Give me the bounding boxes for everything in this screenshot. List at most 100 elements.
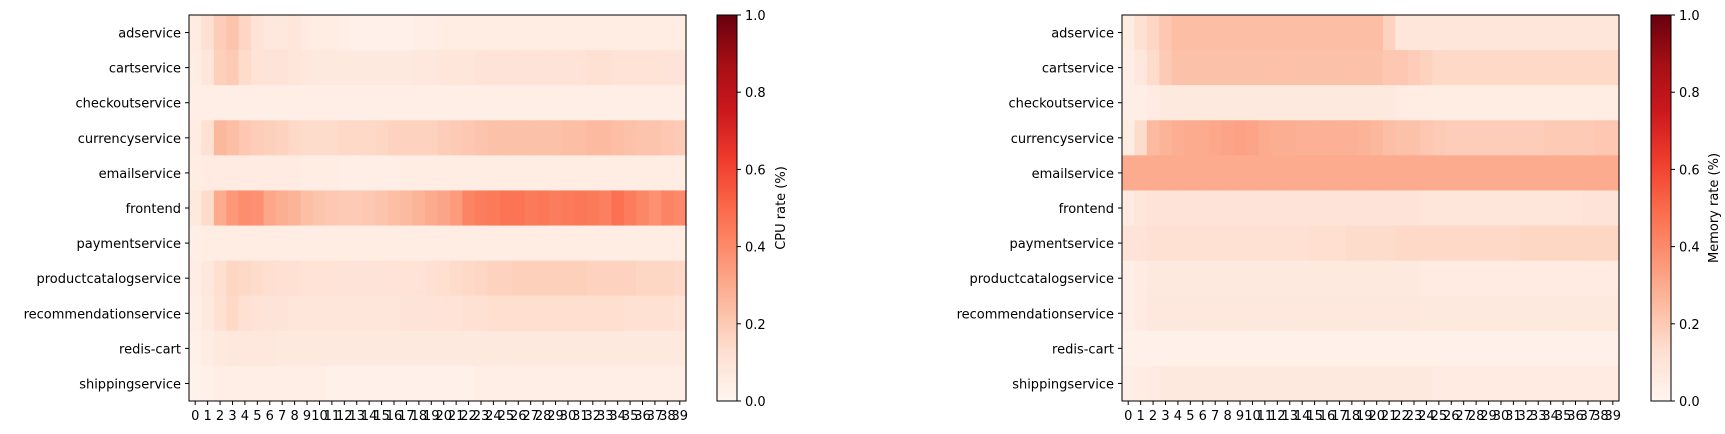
cpu-y-tick-label: shippingservice	[79, 377, 181, 392]
memory-heatmap-cell	[1308, 190, 1322, 227]
cpu-heatmap-cell	[425, 365, 439, 402]
memory-heatmap-cell	[1457, 50, 1471, 86]
memory-heatmap-cell	[1569, 50, 1583, 86]
cpu-heatmap-cell	[375, 295, 389, 332]
memory-heatmap-cell	[1221, 120, 1235, 156]
cpu-heatmap-cell	[487, 260, 501, 297]
memory-heatmap-cell	[1569, 295, 1583, 332]
memory-heatmap-cell	[1532, 225, 1546, 262]
cpu-heatmap-cell	[313, 225, 327, 262]
memory-heatmap-cell	[1308, 330, 1322, 367]
memory-heatmap-cell	[1184, 120, 1198, 156]
cpu-heatmap-cell	[362, 190, 376, 227]
cpu-y-tick-label: adservice	[118, 27, 181, 42]
cpu-heatmap-cell	[586, 120, 600, 156]
cpu-heatmap-cell	[425, 120, 439, 156]
memory-heatmap-cell	[1469, 295, 1483, 332]
cpu-heatmap-cell	[611, 85, 625, 121]
cpu-x-tick-label: 35	[622, 409, 639, 424]
memory-heatmap-cell	[1196, 120, 1210, 156]
memory-heatmap-cell	[1494, 330, 1508, 367]
memory-heatmap-cell	[1395, 365, 1409, 402]
cpu-heatmap-cell	[275, 330, 290, 367]
cpu-heatmap-cell	[300, 50, 314, 86]
cpu-heatmap-cell	[512, 15, 526, 51]
cpu-heatmap-cell	[586, 155, 600, 192]
cpu-heatmap-cell	[661, 190, 675, 227]
cpu-heatmap-cell	[400, 120, 414, 156]
memory-heatmap-cell	[1544, 15, 1558, 51]
memory-heatmap-cell	[1283, 260, 1297, 297]
memory-y-tick-label: emailservice	[1032, 167, 1114, 182]
memory-heatmap-cell	[1581, 15, 1595, 51]
memory-heatmap-cell	[1494, 260, 1508, 297]
cpu-x-tick-label: 8	[290, 409, 298, 424]
cpu-heatmap-cell	[251, 295, 265, 332]
cpu-heatmap-cell	[313, 50, 327, 86]
memory-heatmap-cell	[1569, 225, 1583, 262]
cpu-y-tick-label: emailservice	[99, 167, 181, 182]
cpu-heatmap-cell	[338, 85, 352, 121]
memory-x-tick-label: 32	[1518, 409, 1535, 424]
cpu-heatmap-cell	[251, 15, 265, 51]
cpu-heatmap-cell	[449, 190, 463, 227]
memory-y-tick-label: frontend	[1059, 202, 1114, 217]
cpu-heatmap-cell	[549, 85, 563, 121]
memory-colorbar-ticks: 0.0 0.2 0.4 0.6 0.8 1.0	[1671, 9, 1700, 410]
cpu-heatmap-cell	[636, 260, 650, 297]
cpu-heatmap-cell	[623, 330, 637, 367]
memory-heatmap-cell	[1333, 50, 1347, 86]
cpu-heatmap-cell	[561, 50, 575, 86]
memory-heatmap-cell	[1122, 15, 1136, 51]
memory-heatmap-cell	[1407, 225, 1421, 262]
cpu-heatmap-cell	[574, 155, 588, 192]
memory-x-tick-label: 3	[1161, 409, 1169, 424]
cpu-heatmap-cell	[561, 330, 575, 367]
memory-colorbar: 0.0 0.2 0.4 0.6 0.8 1.0 Memory rate (%)	[1650, 9, 1722, 410]
cpu-heatmap-cell	[275, 295, 290, 332]
cpu-heatmap-cell	[636, 15, 650, 51]
cpu-heatmap-cell	[300, 85, 314, 121]
cpu-heatmap-cell	[623, 225, 637, 262]
cpu-heatmap-cell	[338, 50, 352, 86]
cpu-heatmap-cell	[263, 190, 277, 227]
memory-x-axis: 0 1 2 3 4 5 6 7 8 9 101112131415161718192021222324…	[1124, 401, 1621, 424]
cpu-heatmap-cell	[350, 260, 364, 297]
memory-heatmap-cell	[1233, 15, 1247, 51]
memory-heatmap-cell	[1271, 225, 1285, 262]
memory-heatmap-panel: adservice cartservice checkoutservice curre…	[957, 9, 1722, 424]
cpu-heatmap-cell	[300, 295, 314, 332]
cpu-y-tick-label: redis-cart	[119, 342, 181, 357]
memory-x-tick-label: 24	[1418, 409, 1435, 424]
memory-heatmap-cell	[1271, 330, 1285, 367]
memory-heatmap-cell	[1445, 50, 1459, 86]
memory-heatmap-cell	[1469, 225, 1483, 262]
cpu-heatmap-cell	[213, 190, 227, 227]
memory-heatmap-cell	[1606, 260, 1620, 297]
memory-heatmap-cell	[1507, 15, 1521, 51]
cpu-heatmap-cell	[499, 50, 513, 86]
memory-heatmap-cell	[1507, 295, 1521, 332]
memory-heatmap-cell	[1482, 225, 1496, 262]
cpu-heatmap-cell	[661, 260, 675, 297]
memory-heatmap-cell	[1395, 330, 1409, 367]
memory-heatmap-cell	[1159, 15, 1173, 51]
memory-heatmap-cell	[1159, 85, 1173, 121]
cpu-heatmap-cell	[673, 330, 687, 367]
cpu-heatmap-cell	[189, 225, 203, 262]
memory-heatmap-cell	[1432, 15, 1446, 51]
memory-heatmap-cell	[1246, 15, 1260, 51]
cpu-heatmap-cell	[387, 330, 401, 367]
memory-heatmap-cell	[1171, 295, 1185, 332]
memory-y-tick-label: shippingservice	[1012, 377, 1114, 392]
cpu-heatmap-cell	[189, 295, 203, 332]
cpu-heatmap-cell	[425, 85, 439, 121]
memory-heatmap-cell	[1494, 225, 1508, 262]
memory-heatmap-cell	[1233, 155, 1247, 192]
memory-heatmap-cell	[1445, 295, 1459, 332]
memory-y-tick-label: currencyservice	[1011, 132, 1114, 147]
memory-heatmap-cell	[1432, 225, 1446, 262]
cpu-heatmap-cell	[400, 155, 414, 192]
memory-heatmap-cell	[1345, 155, 1359, 192]
memory-heatmap-cell	[1208, 120, 1222, 156]
